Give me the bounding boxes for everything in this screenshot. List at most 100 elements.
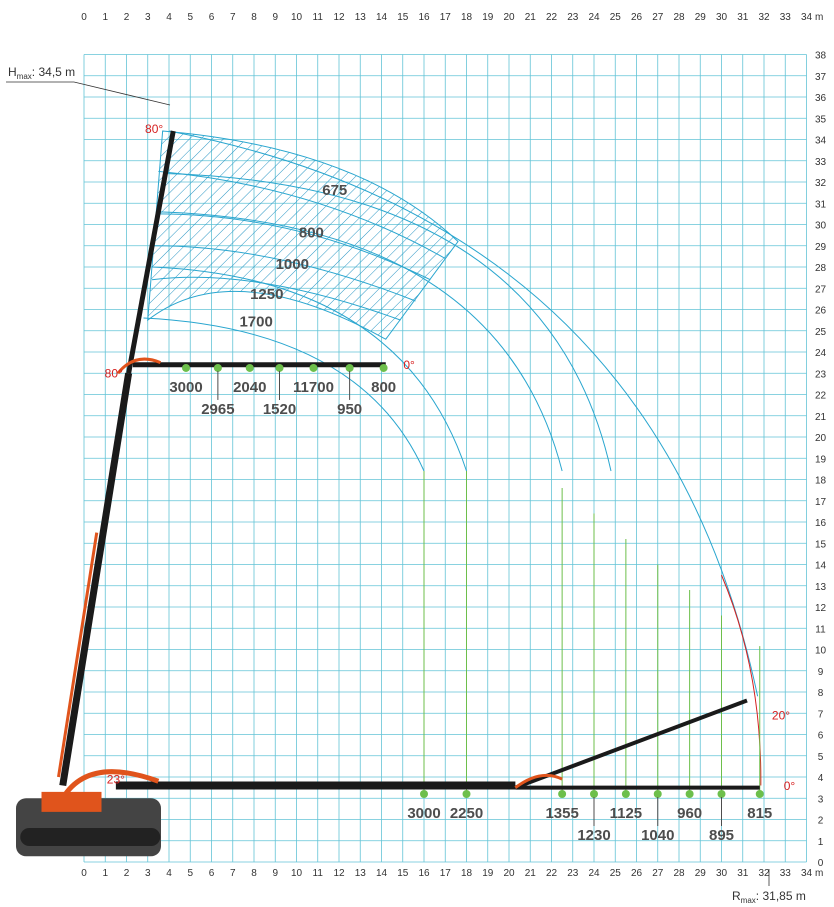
h-max-sub: max — [17, 72, 32, 81]
lower-point-marker — [621, 790, 630, 798]
lower-point-marker — [685, 790, 694, 798]
x-tick-bottom: 28 — [673, 868, 685, 879]
load-band-line — [156, 213, 431, 281]
x-tick-top: 3 — [145, 12, 151, 23]
upper-point-marker — [345, 363, 354, 372]
upper-point-marker — [379, 363, 388, 372]
upper-point-marker — [213, 363, 222, 372]
x-tick-bottom: 12 — [333, 868, 345, 879]
y-tick: 23 — [815, 369, 827, 380]
x-tick-bottom: 4 — [166, 868, 172, 879]
y-tick: 7 — [818, 709, 824, 720]
y-tick: 8 — [818, 688, 824, 699]
crane-turret — [41, 791, 102, 812]
y-tick: 22 — [815, 391, 827, 402]
x-tick-top: 22 — [546, 12, 558, 23]
x-tick-bottom: 7 — [230, 868, 236, 879]
y-tick: 32 — [815, 178, 827, 189]
x-tick-bottom: 6 — [209, 868, 215, 879]
y-tick: 13 — [815, 582, 827, 593]
angle-label: 80° — [145, 122, 163, 136]
y-tick: 0 — [818, 858, 824, 869]
radius-lines — [423, 471, 761, 794]
y-tick: 31 — [815, 199, 827, 210]
upper-point-label: 3000 — [169, 379, 202, 396]
y-tick: 12 — [815, 603, 827, 614]
x-tick-bottom: 31 — [737, 868, 749, 879]
y-tick: 19 — [815, 454, 827, 465]
h-max-value: : 34,5 m — [32, 65, 75, 79]
x-tick-top: 1 — [102, 12, 108, 23]
x-tick-bottom: 14 — [376, 868, 388, 879]
y-tick: 18 — [815, 476, 827, 487]
lower-boom-joint — [60, 769, 160, 800]
x-tick-bottom: 15 — [397, 868, 409, 879]
x-tick-top: 17 — [440, 12, 452, 23]
x-tick-bottom: 13 — [355, 868, 367, 879]
y-tick: 38 — [815, 51, 827, 62]
x-tick-bottom: 2 — [124, 868, 130, 879]
reach-arc — [143, 317, 425, 472]
x-tick-top: 34 — [801, 12, 813, 23]
x-tick-bottom: 16 — [418, 868, 430, 879]
lower-point-label: 895 — [709, 827, 734, 844]
lower-point-marker — [653, 790, 662, 798]
lower-point-label: 3000 — [407, 805, 440, 822]
load-band-line — [154, 245, 416, 302]
reach-arc — [164, 173, 612, 472]
x-tick-bottom: 5 — [187, 868, 193, 879]
x-tick-bottom: 1 — [102, 868, 108, 879]
y-tick: 11 — [815, 624, 826, 635]
y-tick: 14 — [815, 561, 827, 572]
x-tick-top: 29 — [695, 12, 707, 23]
x-tick-top: 33 — [780, 12, 792, 23]
x-tick-top: 20 — [503, 12, 515, 23]
angle-label: 20° — [772, 709, 790, 723]
y-tick: 25 — [815, 327, 827, 338]
x-tick-bottom: 29 — [695, 868, 707, 879]
x-tick-bottom: 0 — [81, 868, 87, 879]
x-tick-top: 23 — [567, 12, 579, 23]
y-tick: 27 — [815, 284, 827, 295]
x-tick-top: 14 — [376, 12, 388, 23]
upper-point-label: 11700 — [293, 379, 334, 396]
arc-label: 675 — [322, 182, 347, 199]
load-band-line — [158, 170, 446, 259]
lower-point-label: 815 — [747, 805, 772, 822]
lower-point-label: 960 — [677, 805, 702, 822]
x-tick-bottom: 10 — [291, 868, 303, 879]
x-tick-bottom: 24 — [588, 868, 600, 879]
x-tick-top: 21 — [525, 12, 537, 23]
r-max-annotation: Rmax: 31,85 m — [732, 869, 806, 905]
angle-label: 23° — [107, 772, 125, 786]
x-tick-top: 2 — [124, 12, 130, 23]
x-unit-bottom: m — [815, 868, 823, 879]
x-tick-top: 25 — [610, 12, 622, 23]
y-tick: 26 — [815, 306, 827, 317]
x-axis-top: 0 1 2 3 4 5 6 7 8 9 10 11 12 13 14 15 16 17 18 19 20 21 22 23 24… — [81, 12, 812, 23]
x-tick-top: 32 — [758, 12, 770, 23]
upper-point-marker — [309, 363, 318, 372]
x-tick-top: 28 — [673, 12, 685, 23]
y-tick: 37 — [815, 72, 827, 83]
x-tick-top: 31 — [737, 12, 749, 23]
x-tick-bottom: 20 — [503, 868, 515, 879]
angle-label: 0° — [403, 358, 415, 372]
lower-jib-knuckle — [514, 773, 563, 789]
y-tick: 15 — [815, 539, 827, 550]
lower-point-marker — [462, 790, 471, 798]
arc-label: 1000 — [276, 256, 309, 273]
y-tick: 4 — [818, 773, 824, 784]
x-tick-bottom: 34 — [801, 868, 813, 879]
x-tick-bottom: 22 — [546, 868, 558, 879]
y-tick: 21 — [815, 412, 827, 423]
x-tick-top: 10 — [291, 12, 303, 23]
lower-point-label: 1355 — [545, 805, 578, 822]
angle-label: 80° — [105, 367, 123, 381]
arc-label: 1250 — [250, 286, 283, 303]
x-tick-bottom: 27 — [652, 868, 664, 879]
x-tick-bottom: 3 — [145, 868, 151, 879]
lower-point-marker — [558, 790, 567, 798]
y-tick: 33 — [815, 157, 827, 168]
svg-text:Hmax: 34,5 m: Hmax: 34,5 m — [8, 65, 75, 81]
